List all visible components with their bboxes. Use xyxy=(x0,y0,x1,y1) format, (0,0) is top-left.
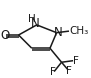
Text: N: N xyxy=(54,26,63,39)
Text: F: F xyxy=(50,67,55,77)
Text: H: H xyxy=(28,14,36,24)
Text: F: F xyxy=(74,56,79,66)
Text: F: F xyxy=(66,66,72,76)
Text: O: O xyxy=(1,29,10,41)
Text: N: N xyxy=(31,17,39,30)
Text: CH₃: CH₃ xyxy=(70,26,89,36)
